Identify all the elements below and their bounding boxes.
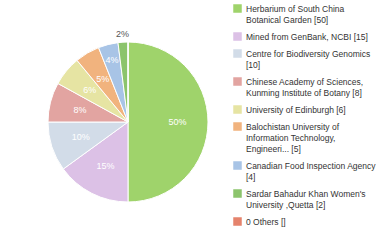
data-label: 2%	[116, 29, 129, 39]
legend-label: University of Edinburgh [6]	[246, 105, 346, 115]
legend-label: Sardar Bahadur Khan Women'sUniversity ,Q…	[246, 189, 366, 210]
data-label: 50%	[169, 117, 187, 127]
chart-container: 50% 15% 10% 8% 6%5% 4% 2% Herbarium of South Ch…	[0, 0, 380, 240]
slices	[48, 42, 208, 202]
data-label: 4%	[106, 55, 119, 65]
pie-slice	[118, 42, 128, 122]
legend-swatch	[233, 217, 242, 226]
data-label: 8%	[73, 105, 86, 115]
legend-swatch	[233, 4, 242, 13]
legend: Herbarium of South ChinaBotanical Garden…	[233, 4, 376, 227]
legend-label: Mined from GenBank, NCBI [15]	[246, 32, 368, 42]
pie-slice	[48, 122, 128, 169]
legend-swatch	[233, 32, 242, 41]
pie-chart: 50% 15% 10% 8% 6%5% 4% 2% Herbarium of South Ch…	[0, 0, 380, 240]
pie-slice	[128, 42, 129, 122]
data-labels: 50% 15% 10% 8% 6%5% 4% 2%	[72, 29, 187, 171]
pie-slice	[128, 42, 208, 202]
data-label: 5%	[96, 74, 109, 84]
legend-label: Centre for Biodiversity Genomics[10]	[246, 49, 370, 70]
legend-swatch	[233, 105, 242, 114]
legend-swatch	[233, 77, 242, 86]
legend-swatch	[233, 49, 242, 58]
legend-swatch	[233, 161, 242, 170]
legend-swatch	[233, 189, 242, 198]
legend-swatch	[233, 122, 242, 131]
legend-label: Balochistan University ofInformation Tec…	[246, 122, 340, 154]
legend-label: 0 Others []	[246, 217, 286, 227]
data-label: 15%	[96, 161, 114, 171]
data-label: 6%	[83, 85, 96, 95]
data-label: 10%	[72, 132, 90, 142]
legend-label: Chinese Academy of Sciences,Kunming Inst…	[246, 77, 363, 98]
legend-label: Herbarium of South ChinaBotanical Garden…	[246, 4, 345, 25]
legend-label: Canadian Food Inspection Agency[4]	[246, 161, 376, 182]
